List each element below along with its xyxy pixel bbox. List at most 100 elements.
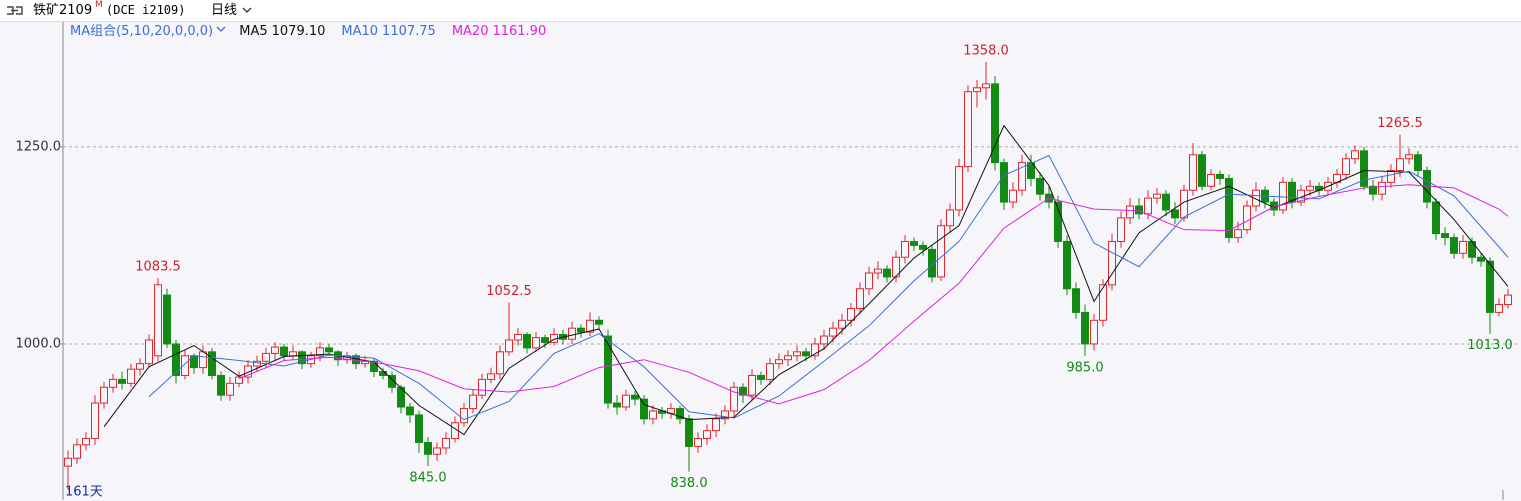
extreme-label: 1013.0 xyxy=(1467,338,1513,353)
up-candle xyxy=(748,374,756,396)
down-candle xyxy=(406,406,414,416)
up-candle xyxy=(784,355,792,361)
down-candle xyxy=(298,351,306,365)
up-candle xyxy=(64,457,72,467)
up-candle xyxy=(649,410,657,420)
legend-value: 1107.75 xyxy=(382,24,436,39)
down-candle xyxy=(1027,162,1035,179)
legend: MA组合(5,10,20,0,0,0) MA5 1079.10 MA10 1107.7… xyxy=(70,23,562,40)
down-candle xyxy=(910,240,918,246)
down-candle xyxy=(1477,256,1485,262)
up-candle xyxy=(1153,193,1161,199)
up-candle xyxy=(865,272,873,290)
badge: M xyxy=(95,0,103,10)
up-candle xyxy=(91,402,99,440)
up-candle xyxy=(820,335,828,345)
down-candle xyxy=(1081,311,1089,345)
up-candle xyxy=(496,351,504,375)
up-candle xyxy=(289,351,297,357)
down-candle xyxy=(1036,177,1044,195)
up-candle xyxy=(316,347,324,357)
down-candle xyxy=(1468,240,1476,258)
down-candle xyxy=(1441,233,1449,239)
up-candle xyxy=(1009,189,1017,203)
down-candle xyxy=(217,374,225,396)
up-candle xyxy=(1207,173,1215,187)
down-candle xyxy=(1288,181,1296,203)
up-candle xyxy=(829,327,837,337)
down-candle xyxy=(1063,240,1071,290)
up-candle xyxy=(1126,205,1134,219)
up-candle xyxy=(1018,162,1026,191)
up-candle xyxy=(109,378,117,388)
up-candle xyxy=(145,339,153,365)
dropdown-icon[interactable] xyxy=(215,23,227,35)
code: (DCE i2109) xyxy=(106,3,186,17)
up-candle xyxy=(955,166,963,211)
up-candle xyxy=(766,363,774,380)
down-candle xyxy=(1450,237,1458,254)
down-candle xyxy=(424,441,432,455)
down-candle xyxy=(397,386,405,408)
down-candle xyxy=(370,360,378,373)
down-candle xyxy=(415,414,423,443)
up-candle xyxy=(469,394,477,410)
up-candle xyxy=(478,378,486,396)
ma-line xyxy=(238,184,1509,405)
up-candle xyxy=(487,373,495,380)
up-candle xyxy=(505,339,513,353)
down-candle xyxy=(1198,154,1206,187)
down-candle xyxy=(919,244,927,250)
down-candle xyxy=(1072,288,1080,313)
up-candle xyxy=(271,346,279,354)
down-candle xyxy=(280,346,288,357)
link-icon[interactable] xyxy=(4,0,32,21)
extreme-label: 1083.5 xyxy=(135,260,181,275)
up-candle xyxy=(226,382,234,396)
up-candle xyxy=(811,343,819,357)
up-candle xyxy=(1306,185,1314,191)
up-candle xyxy=(1090,319,1098,345)
up-candle xyxy=(1252,189,1260,207)
up-candle xyxy=(73,444,81,459)
down-candle xyxy=(928,248,936,278)
up-candle xyxy=(253,360,261,367)
legend-value: 1161.90 xyxy=(492,24,547,39)
down-candle xyxy=(325,347,333,353)
up-candle xyxy=(838,319,846,329)
down-candle xyxy=(163,294,171,345)
up-candle xyxy=(586,319,594,333)
period[interactable]: 日线 xyxy=(211,3,238,18)
down-candle xyxy=(631,394,639,400)
up-candle xyxy=(712,418,720,432)
down-candle xyxy=(739,386,747,396)
dropdown-icon[interactable] xyxy=(241,0,253,21)
up-candle xyxy=(262,352,270,362)
legend-entry: MA20 1161.90 xyxy=(452,24,554,39)
down-candle xyxy=(613,402,621,408)
up-candle xyxy=(847,307,855,321)
up-candle xyxy=(703,430,711,440)
down-candle xyxy=(883,268,891,278)
up-candle xyxy=(442,438,450,449)
up-candle xyxy=(730,386,738,412)
y-tick-label: 1000.0 xyxy=(16,336,62,351)
up-candle xyxy=(514,333,522,341)
down-candle xyxy=(1162,193,1170,211)
up-candle xyxy=(1459,240,1467,254)
ma-line xyxy=(103,124,1509,436)
down-candle xyxy=(640,398,648,420)
up-candle xyxy=(532,337,540,349)
y-tick-label: 1250.0 xyxy=(16,139,62,154)
up-candle xyxy=(1342,158,1350,175)
legend-name: MA5 xyxy=(239,24,268,39)
down-candle xyxy=(1225,177,1233,239)
down-candle xyxy=(1216,173,1224,179)
down-candle xyxy=(118,378,126,384)
up-candle xyxy=(136,363,144,370)
up-candle xyxy=(1495,304,1503,313)
down-candle xyxy=(802,351,810,357)
up-candle xyxy=(1396,158,1404,172)
ma-group[interactable]: MA组合(5,10,20,0,0,0) xyxy=(70,24,214,39)
